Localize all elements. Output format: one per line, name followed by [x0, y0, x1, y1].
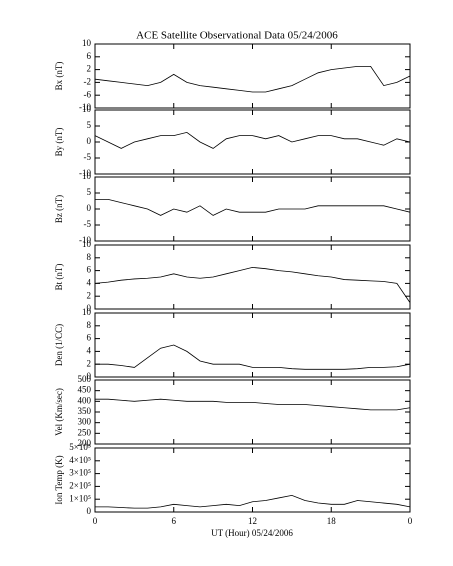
y-tick-label: 350: [78, 406, 92, 416]
y-tick-label: 4: [87, 345, 92, 355]
x-tick-label: 18: [327, 516, 337, 526]
y-tick-label: 2: [87, 64, 92, 74]
y-axis-label: Bt (nT): [54, 264, 64, 291]
y-tick-label: 300: [78, 417, 92, 427]
panel-frame: [94, 379, 411, 445]
y-tick-label: 0: [87, 506, 92, 516]
y-tick-label: 500: [78, 374, 92, 384]
y-tick-label: 1×10⁵: [69, 493, 91, 503]
data-line: [95, 344, 411, 370]
y-tick-label: -10: [79, 102, 91, 112]
y-tick-label: -10: [79, 168, 91, 178]
y-tick-label: 8: [87, 320, 92, 330]
y-tick-label: -2: [84, 76, 92, 86]
y-tick-label: 250: [78, 427, 92, 437]
y-tick-label: 10: [82, 38, 92, 48]
x-tick-label: 12: [248, 516, 257, 526]
y-tick-label: 10: [82, 307, 92, 317]
y-tick-label: 2×10⁵: [69, 480, 91, 490]
data-line: [94, 131, 411, 149]
data-line: [95, 199, 411, 216]
y-tick-label: 0: [87, 203, 92, 213]
y-tick-label: 0: [87, 371, 92, 381]
y-axis-label: Vel (Km/sec): [54, 388, 64, 436]
data-line: [95, 398, 411, 411]
y-tick-label: 400: [78, 395, 92, 405]
y-tick-label: -5: [84, 152, 92, 162]
y-tick-label: 0: [87, 303, 92, 313]
x-tick-label: 0: [93, 516, 98, 526]
x-tick-label: 6: [172, 516, 177, 526]
y-tick-label: 4×10⁵: [69, 455, 91, 465]
y-tick-label: 0: [87, 136, 92, 146]
y-tick-label: -6: [84, 89, 92, 99]
y-tick-label: 4: [87, 277, 92, 287]
y-axis-label: By (nT): [54, 128, 64, 157]
data-line: [94, 66, 411, 93]
y-axis-label: Ion Temp (K): [54, 455, 64, 504]
y-tick-label: 6: [87, 333, 92, 343]
y-tick-label: 8: [87, 252, 92, 262]
y-tick-label: 3×10⁵: [69, 468, 91, 478]
panel-frame: [94, 244, 411, 310]
y-tick-label: 6: [87, 265, 92, 275]
y-tick-label: 10: [82, 239, 92, 249]
y-tick-label: 5×10⁵: [69, 442, 91, 452]
y-tick-label: -5: [84, 219, 92, 229]
chart-title: ACE Satellite Observational Data 05/24/2…: [136, 30, 338, 42]
y-tick-label: 2: [87, 358, 92, 368]
panel-frame: [94, 176, 411, 242]
y-tick-label: 6: [87, 51, 92, 61]
y-tick-label: 10: [82, 104, 92, 114]
y-tick-label: 5: [87, 187, 92, 197]
panel-frame: [94, 109, 411, 175]
y-tick-label: 2: [87, 290, 92, 300]
y-tick-label: 5: [87, 120, 92, 130]
y-tick-label: 200: [78, 438, 92, 448]
panel-frame: [94, 447, 411, 513]
y-axis-label: Bz (nT): [54, 195, 64, 223]
y-tick-label: 450: [78, 385, 92, 395]
x-axis-label: UT (Hour) 05/24/2006: [211, 528, 293, 538]
panel-frame: [94, 43, 411, 109]
y-tick-label: -10: [79, 235, 91, 245]
x-tick-label: 0: [408, 516, 413, 526]
data-line: [95, 494, 411, 509]
y-axis-label: Den (1/CC): [54, 324, 64, 366]
y-axis-label: Bx (nT): [54, 62, 64, 91]
y-tick-label: 10: [82, 171, 92, 181]
data-line: [94, 266, 411, 303]
